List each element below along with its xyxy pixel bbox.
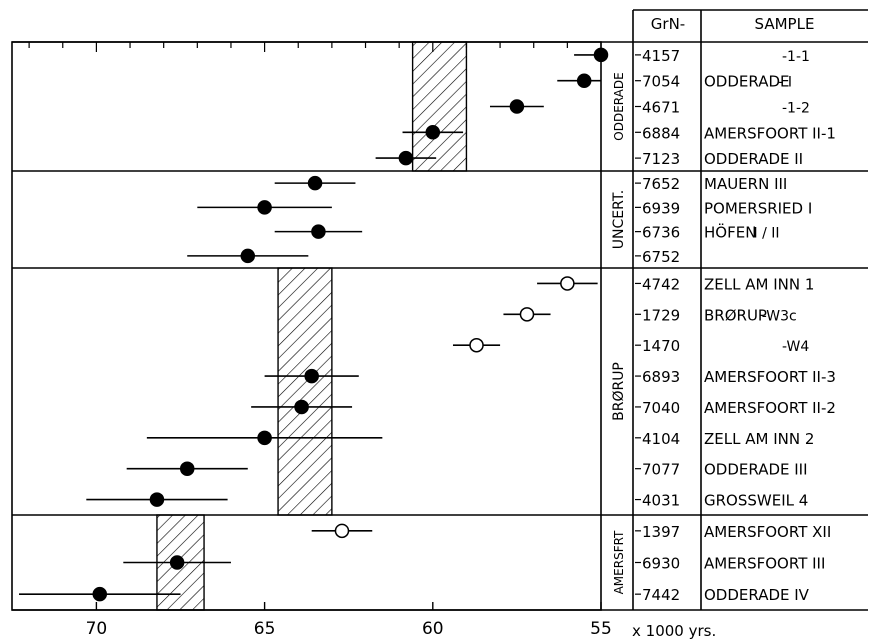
- data-point-filled: [509, 99, 525, 114]
- sample-label-suffix: I / II: [754, 226, 780, 242]
- group-label: AMERSFRT: [612, 530, 626, 594]
- sample-label-suffix: -W4: [782, 339, 809, 355]
- sample-label: POMERSRIED I: [704, 199, 812, 217]
- hatched-band: [411, 41, 468, 172]
- data-point-filled: [240, 248, 256, 264]
- lab-code: 7077: [642, 461, 680, 479]
- lab-code: 4104: [642, 430, 680, 448]
- sample-label-suffix: -W3c: [762, 308, 797, 324]
- group-label: UNCERT.: [611, 190, 627, 249]
- sample-label: ODDERADE III: [704, 461, 808, 479]
- lab-code: 7442: [642, 586, 680, 604]
- x-tick-label: 65: [254, 619, 276, 639]
- data-point-filled: [257, 200, 272, 215]
- lab-code: 4157: [642, 47, 680, 65]
- sample-label: ZELL AM INN 1: [704, 275, 814, 293]
- sample-label: ODDERADE: [704, 73, 790, 91]
- data-point-filled: [425, 125, 441, 140]
- lab-code: 6736: [642, 224, 680, 242]
- lab-code: 6752: [642, 248, 680, 266]
- sample-label: ODDERADE II: [704, 150, 803, 168]
- data-point-filled: [257, 430, 272, 446]
- sample-label: ZELL AM INN 2: [704, 430, 814, 448]
- sample-label: HÖFEN: [704, 223, 756, 242]
- lab-code: 7054: [642, 73, 680, 91]
- lab-code: 1470: [642, 337, 680, 355]
- lab-code: 6939: [642, 199, 680, 217]
- data-point-filled: [311, 224, 326, 239]
- data-point-filled: [398, 150, 414, 166]
- x-tick-label: 70: [86, 619, 108, 639]
- sample-label: AMERSFOORT XII: [704, 523, 831, 541]
- lab-code: 4031: [642, 492, 680, 510]
- lab-code: 1729: [642, 306, 680, 324]
- sample-label: AMERSFOORT III: [704, 555, 825, 573]
- header-code: GrN-: [651, 15, 685, 33]
- data-point-filled: [149, 492, 165, 507]
- data-point-filled: [304, 368, 319, 384]
- x-axis-unit: x 1000 yrs.: [632, 622, 716, 640]
- sample-label: BRØRUP: [704, 306, 767, 324]
- data-point-filled: [92, 586, 108, 602]
- sample-label-suffix: - I: [778, 75, 792, 91]
- lab-code: 1397: [642, 523, 680, 541]
- data-point-open: [469, 337, 484, 353]
- lab-code: 7652: [642, 175, 680, 193]
- sample-label-suffix: -1-2: [782, 101, 810, 117]
- lab-code: 4671: [642, 99, 680, 117]
- lab-code: 4742: [642, 275, 680, 293]
- group-label: BRØRUP: [611, 362, 627, 421]
- sample-label: GROSSWEIL 4: [704, 492, 808, 510]
- header-sample: SAMPLE: [755, 15, 815, 33]
- data-point-filled: [307, 175, 323, 191]
- lab-code: 6930: [642, 555, 680, 573]
- hatched-band: [277, 267, 333, 516]
- group-label: ODDERADE: [612, 72, 626, 140]
- data-point-filled: [593, 47, 609, 63]
- x-tick-label: 55: [590, 619, 612, 639]
- data-point-filled: [294, 399, 309, 415]
- data-point-filled: [169, 555, 185, 570]
- sample-label: AMERSFOORT II-3: [704, 368, 836, 386]
- data-point-open: [334, 523, 350, 539]
- sample-label-suffix: -1-1: [782, 49, 810, 65]
- lab-code: 7123: [642, 150, 680, 168]
- lab-code: 6884: [642, 124, 680, 142]
- data-point-open: [560, 276, 575, 291]
- data-point-filled: [179, 461, 195, 476]
- data-point-filled: [576, 73, 592, 88]
- data-point-open: [519, 307, 535, 322]
- sample-label: ODDERADE IV: [704, 586, 810, 604]
- x-tick-label: 60: [422, 619, 444, 639]
- lab-code: 7040: [642, 399, 680, 417]
- sample-label: AMERSFOORT II-1: [704, 124, 836, 142]
- sample-label: MAUERN III: [704, 175, 787, 193]
- sample-label: AMERSFOORT II-2: [704, 399, 836, 417]
- lab-code: 6893: [642, 368, 680, 386]
